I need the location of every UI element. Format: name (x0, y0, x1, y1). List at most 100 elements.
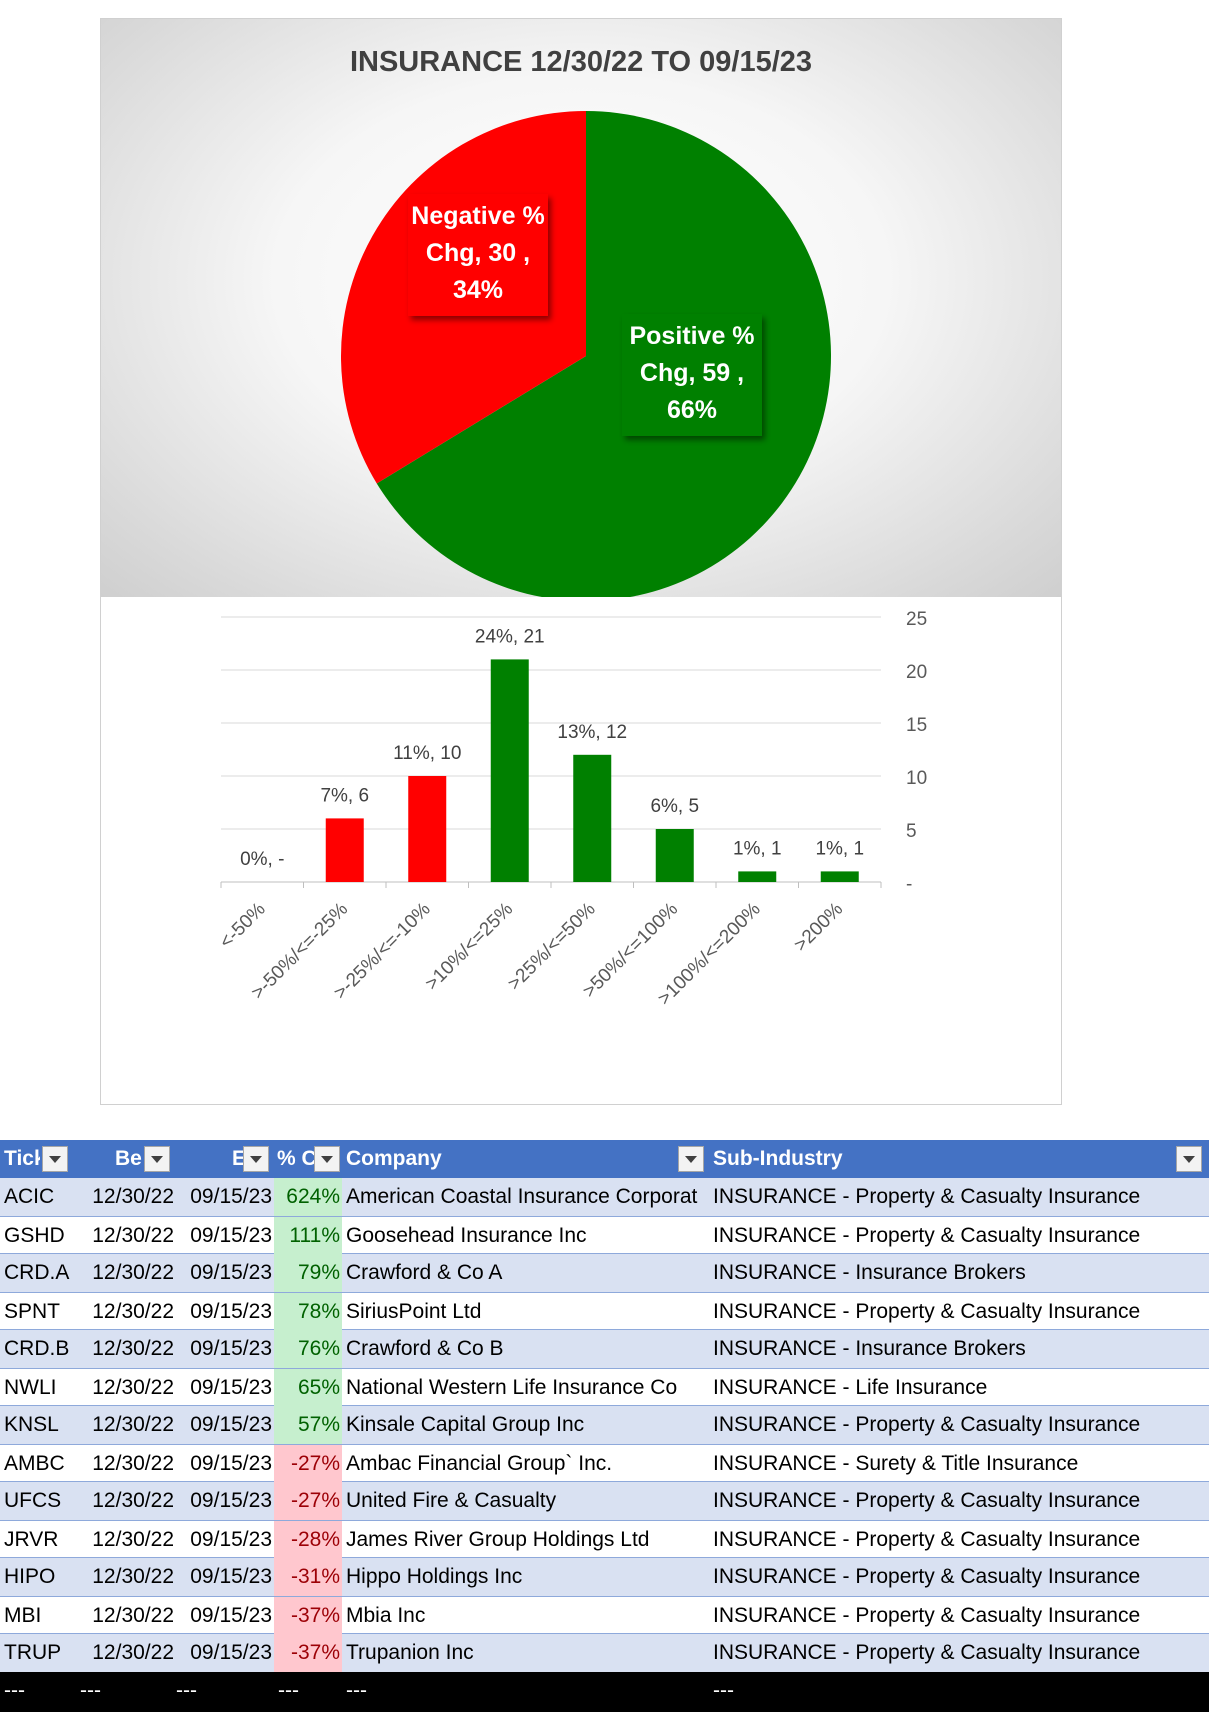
sub-industry-cell: INSURANCE - Property & Casualty Insuranc… (713, 1565, 1141, 1588)
percent-change-cell: 65% (274, 1369, 342, 1407)
company-cell: Hippo Holdings Inc (346, 1565, 523, 1588)
bar (820, 871, 859, 882)
end-date-cell: 09/15/23 (190, 1413, 272, 1436)
pie-label-text: Chg, 30 , (426, 239, 530, 267)
bar-data-label: 13%, 12 (557, 722, 627, 743)
table-row: AMBC 12/30/22 09/15/23 -27% Ambac Financial … (0, 1444, 1209, 1483)
bar (738, 871, 777, 882)
sub-industry-cell: INSURANCE - Insurance Brokers (713, 1261, 1026, 1284)
end-date-cell: 09/15/23 (190, 1185, 272, 1208)
ticker-cell: AMBC (4, 1452, 65, 1475)
end-date-cell: 09/15/23 (190, 1528, 272, 1551)
bar (408, 776, 447, 882)
sub-industry-cell: INSURANCE - Property & Casualty Insuranc… (713, 1604, 1141, 1627)
pie-label-text: 66% (667, 396, 717, 424)
table-row: UFCS 12/30/22 09/15/23 -27% United Fire & Ca… (0, 1482, 1209, 1520)
footer-cell: --- (346, 1679, 367, 1702)
company-cell: Trupanion Inc (346, 1641, 474, 1664)
bar-chart-panel: -5 10 15 20 25 0%, - <-50% 7%, 6 >-50%/<=-25% 11%… (101, 597, 1061, 1104)
table-row: CRD.B 12/30/22 09/15/23 76% Crawford & Co B I… (0, 1330, 1209, 1368)
company-cell: Crawford & Co B (346, 1337, 504, 1360)
filter-button-end[interactable] (243, 1146, 269, 1172)
y-tick-label: 20 (906, 662, 927, 683)
footer-cell: --- (80, 1679, 101, 1702)
end-date-cell: 09/15/23 (190, 1337, 272, 1360)
y-tick-label: - (906, 874, 912, 895)
pie-label-text: Negative % (411, 202, 544, 230)
table-row: HIPO 12/30/22 09/15/23 -31% Hippo Holdings I… (0, 1558, 1209, 1596)
company-cell: National Western Life Insurance Co (346, 1376, 678, 1399)
begin-date-cell: 12/30/22 (92, 1376, 174, 1399)
begin-date-cell: 12/30/22 (92, 1641, 174, 1664)
ticker-cell: GSHD (4, 1224, 65, 1247)
table-row: CRD.A 12/30/22 09/15/23 79% Crawford & Co A I… (0, 1254, 1209, 1292)
filter-button-company[interactable] (678, 1146, 704, 1172)
bar-data-label: 1%, 1 (733, 838, 782, 859)
header-end: E (232, 1147, 244, 1170)
end-date-cell: 09/15/23 (190, 1261, 272, 1284)
percent-change-cell: 111% (274, 1217, 342, 1255)
y-tick-label: 25 (906, 609, 927, 630)
begin-date-cell: 12/30/22 (92, 1300, 174, 1323)
percent-change-cell: -37% (274, 1634, 342, 1672)
bar-gridlines (220, 616, 882, 888)
pie-label-text: 34% (453, 276, 503, 304)
bar (655, 829, 694, 882)
table-row: TRUP 12/30/22 09/15/23 -37% Trupanion Inc INS… (0, 1634, 1209, 1672)
table-body: ACIC 12/30/22 09/15/23 624% American Coastal… (0, 1178, 1209, 1672)
sub-industry-cell: INSURANCE - Insurance Brokers (713, 1337, 1026, 1360)
header-pct: % C (277, 1147, 317, 1170)
filter-button-begin[interactable] (144, 1146, 170, 1172)
filter-button-ticker[interactable] (42, 1146, 68, 1172)
company-cell: Crawford & Co A (346, 1261, 503, 1284)
header-company: Company (346, 1147, 442, 1170)
percent-change-cell: 78% (274, 1293, 342, 1331)
ticker-cell: UFCS (4, 1489, 62, 1512)
company-cell: Goosehead Insurance Inc (346, 1224, 587, 1247)
begin-date-cell: 12/30/22 (92, 1452, 174, 1475)
bar (325, 818, 364, 882)
begin-date-cell: 12/30/22 (92, 1489, 174, 1512)
pie-slice (376, 111, 831, 601)
filter-button-sub-industry[interactable] (1176, 1146, 1202, 1172)
bar-data-label: 24%, 21 (475, 626, 545, 647)
percent-change-cell: 76% (274, 1330, 342, 1368)
company-cell: American Coastal Insurance Corporat (346, 1185, 698, 1208)
ticker-cell: CRD.B (4, 1337, 70, 1360)
begin-date-cell: 12/30/22 (92, 1224, 174, 1247)
pie-chart-title: INSURANCE 12/30/22 TO 09/15/23 (350, 46, 812, 78)
percent-change-cell: -28% (274, 1521, 342, 1559)
pie-label-text: Chg, 59 , (640, 359, 744, 387)
end-date-cell: 09/15/23 (190, 1376, 272, 1399)
footer-cell: --- (278, 1679, 299, 1702)
table-row: KNSL 12/30/22 09/15/23 57% Kinsale Capital G… (0, 1406, 1209, 1444)
sub-industry-cell: INSURANCE - Life Insurance (713, 1376, 988, 1399)
company-cell: SiriusPoint Ltd (346, 1300, 482, 1323)
bar (573, 754, 612, 882)
sub-industry-cell: INSURANCE - Property & Casualty Insuranc… (713, 1489, 1141, 1512)
sub-industry-cell: INSURANCE - Property & Casualty Insuranc… (713, 1300, 1141, 1323)
filter-button-pct[interactable] (314, 1146, 340, 1172)
footer-cell: --- (176, 1679, 197, 1702)
table-row: MBI 12/30/22 09/15/23 -37% Mbia Inc INSURANCE… (0, 1596, 1209, 1635)
ticker-cell: JRVR (4, 1528, 59, 1551)
chart-container: INSURANCE 12/30/22 TO 09/15/23 Positive … (100, 18, 1062, 1105)
x-category-label: <-50% (216, 899, 270, 953)
bar-data-label: 7%, 6 (320, 785, 369, 806)
begin-date-cell: 12/30/22 (92, 1337, 174, 1360)
company-cell: United Fire & Casualty (346, 1489, 557, 1512)
table-footer-row: --- --- --- --- --- --- (0, 1672, 1209, 1712)
begin-date-cell: 12/30/22 (92, 1261, 174, 1284)
end-date-cell: 09/15/23 (190, 1452, 272, 1475)
table-row: SPNT 12/30/22 09/15/23 78% SiriusPoint Ltd IN… (0, 1292, 1209, 1331)
x-category-label: >200% (790, 899, 847, 956)
percent-change-cell: 79% (274, 1254, 342, 1292)
percent-change-cell: 57% (274, 1406, 342, 1444)
table-row: NWLI 12/30/22 09/15/23 65% National Western … (0, 1368, 1209, 1407)
pie-slice-label: Negative % Chg, 30 , 34% (408, 194, 548, 316)
y-tick-label: 5 (906, 821, 917, 842)
percent-change-cell: -31% (274, 1558, 342, 1596)
table-header-row: Tick Be E % C Company Sub-Industry (0, 1140, 1209, 1178)
header-ticker: Tick (4, 1147, 40, 1170)
